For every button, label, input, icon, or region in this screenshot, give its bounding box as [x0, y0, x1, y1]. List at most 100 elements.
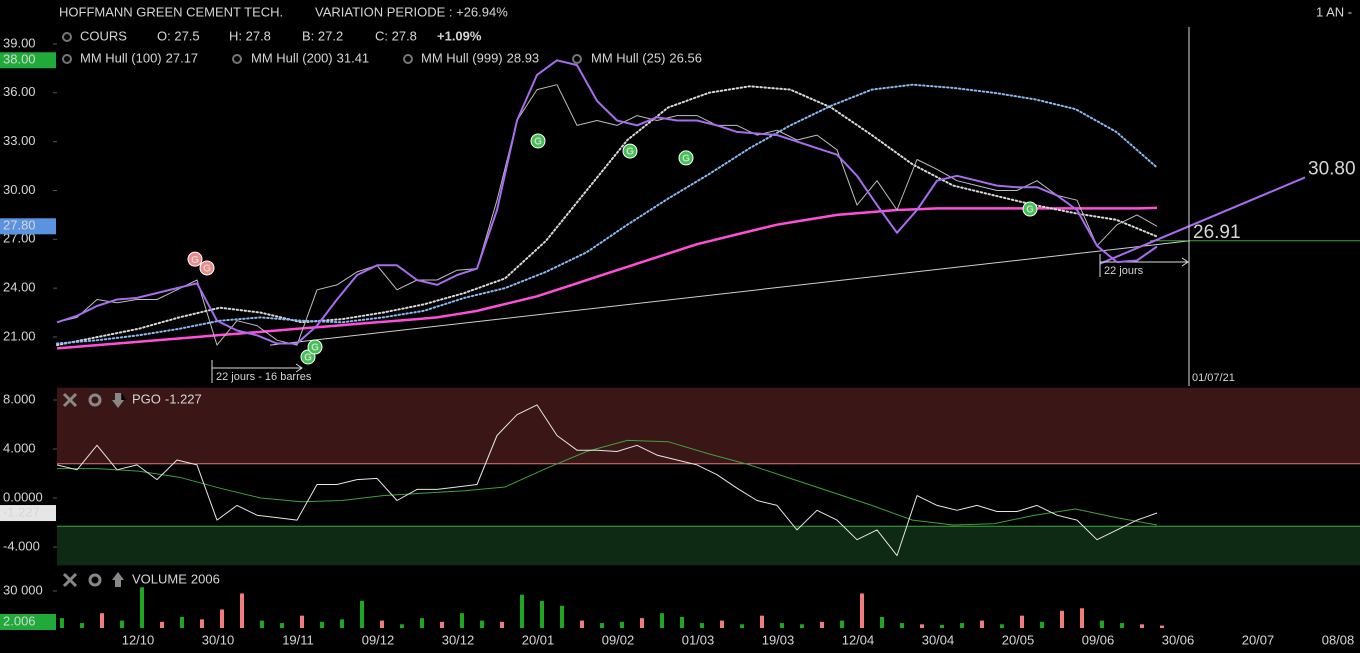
signal-marker	[1022, 201, 1038, 217]
zone	[57, 387, 1360, 464]
y-tick-label: 39.00	[3, 35, 36, 50]
measure-arrowhead	[295, 363, 303, 373]
volume-bar	[1080, 608, 1084, 628]
volume-bar	[700, 623, 704, 628]
y-tick-label: 30.00	[3, 182, 36, 197]
legend-value: 31.41	[337, 50, 370, 65]
value-marker-label: 38.00	[3, 52, 36, 67]
volume-bar	[200, 619, 204, 628]
volume-bar	[760, 615, 764, 628]
legend-value: 28.93	[507, 50, 540, 65]
x-tick-label: 19/03	[762, 632, 795, 647]
close-icon[interactable]	[62, 572, 78, 588]
period-variation: VARIATION PERIODE : +26.94%	[315, 4, 508, 19]
x-tick-label: 12/04	[842, 632, 875, 647]
value-marker	[0, 52, 56, 69]
volume-bar	[1120, 623, 1124, 628]
series-line	[56, 85, 1158, 347]
gear-icon[interactable]	[88, 393, 102, 407]
volume-bar	[620, 621, 624, 628]
move-up-icon-stem	[115, 580, 121, 587]
volume-bar	[380, 620, 384, 628]
volume-bar	[360, 600, 364, 628]
trend-end-label: 30.80	[1308, 158, 1356, 179]
volume-bar	[160, 621, 164, 628]
value-marker-label: -1.227	[3, 504, 40, 519]
trend-level-label: 26.91	[1193, 222, 1241, 243]
legend-value: 27.17	[166, 50, 199, 65]
y-tick-label: 21.00	[3, 328, 36, 343]
trendline	[269, 240, 1191, 346]
volume-bar	[780, 623, 784, 628]
x-tick-label: 30/12	[442, 632, 475, 647]
measure-label: 22 jours - 16 barres	[216, 371, 312, 383]
volume-bar	[420, 618, 424, 628]
x-tick-label: 20/05	[1002, 632, 1035, 647]
signal-label: G	[304, 353, 312, 364]
x-tick-label: 09/06	[1082, 632, 1115, 647]
volume-bar	[680, 616, 684, 628]
y-tick-label: 4.000	[3, 440, 36, 455]
volume-bar	[860, 593, 864, 628]
move-down-icon[interactable]	[112, 400, 124, 408]
legend-ohlc: H: 27.8	[229, 28, 271, 43]
legend-ohlc: O: 27.5	[157, 28, 200, 43]
signal-label: G	[682, 154, 690, 165]
x-tick-label: 20/07	[1242, 632, 1275, 647]
volume-bar	[1020, 615, 1024, 628]
volume-bar	[660, 613, 664, 628]
volume-bar	[220, 609, 224, 628]
volume-bar	[960, 623, 964, 628]
volume-bar	[340, 619, 344, 628]
zone	[57, 526, 1360, 566]
volume-bar	[820, 621, 824, 628]
series-line	[56, 404, 1158, 557]
volume-bar	[1000, 624, 1004, 628]
volume-bar	[740, 624, 744, 628]
y-tick-label: -4.000	[3, 538, 40, 553]
gear-icon[interactable]	[62, 32, 72, 42]
volume-bar	[1160, 625, 1164, 628]
volume-bar	[1040, 621, 1044, 628]
volume-bar	[880, 616, 884, 628]
volume-bar	[180, 616, 184, 628]
series-line	[56, 83, 1158, 345]
x-tick-label: 09/12	[362, 632, 395, 647]
y-tick-label: 0.0000	[3, 489, 43, 504]
legend-name: MM Hull (999)	[421, 50, 503, 65]
volume-bar	[560, 605, 564, 628]
signal-marker	[530, 133, 546, 149]
series-line	[56, 84, 1158, 346]
measure-arrowhead	[1181, 257, 1189, 267]
x-tick-label: 09/02	[602, 632, 635, 647]
value-marker-label: 2.006	[3, 613, 36, 628]
volume-bar	[440, 621, 444, 628]
legend-change: +1.09%	[437, 28, 482, 43]
x-tick-label: 12/10	[122, 632, 155, 647]
gear-icon[interactable]	[403, 54, 413, 64]
move-up-icon[interactable]	[112, 572, 124, 580]
legend-value: 26.56	[669, 50, 702, 65]
volume-bar	[1140, 624, 1144, 628]
series-line	[56, 206, 1158, 350]
volume-bar	[540, 600, 544, 628]
volume-bar	[300, 615, 304, 628]
volume-bar	[460, 613, 464, 628]
volume-bar	[80, 623, 84, 628]
gear-icon[interactable]	[88, 573, 102, 587]
y-tick-label: 27.00	[3, 231, 36, 246]
x-tick-label: 19/11	[282, 632, 314, 647]
volume-bar	[940, 624, 944, 628]
gear-icon[interactable]	[572, 54, 582, 64]
measure-label: 22 jours	[1104, 265, 1144, 277]
close-icon[interactable]	[62, 392, 78, 408]
instrument-title: HOFFMANN GREEN CEMENT TECH.	[59, 4, 283, 19]
value-marker	[0, 505, 56, 522]
period-selector[interactable]: 1 AN -	[1316, 4, 1352, 19]
gear-icon[interactable]	[232, 54, 242, 64]
volume-bar	[120, 620, 124, 628]
volume-bar	[500, 621, 504, 628]
gear-icon[interactable]	[62, 54, 72, 64]
x-tick-label: 20/01	[522, 632, 555, 647]
signal-label: G	[626, 147, 634, 158]
